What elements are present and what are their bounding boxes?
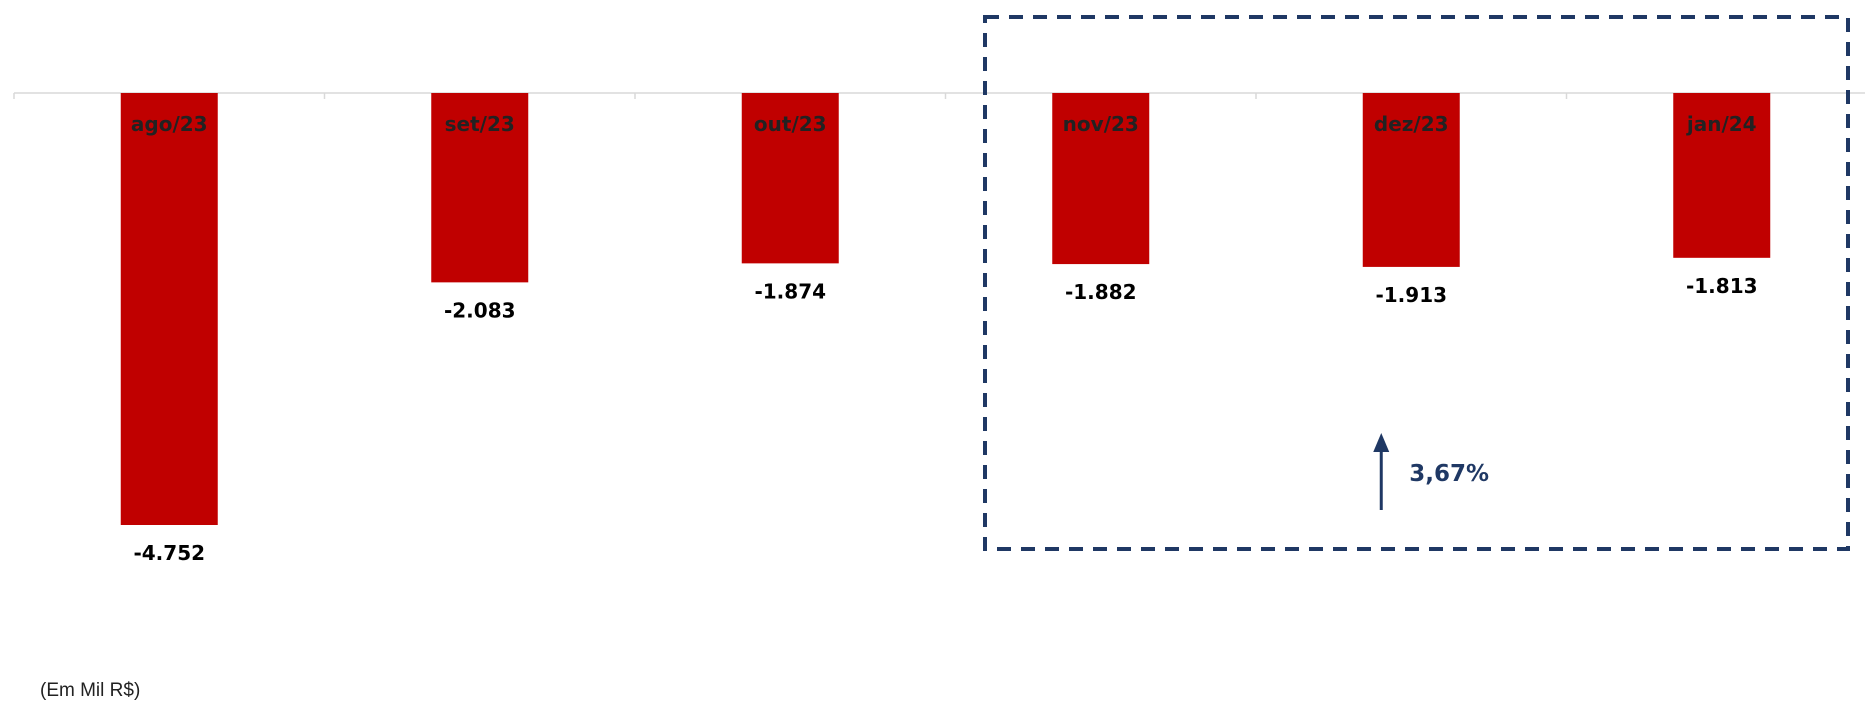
bar-jan-24 [1673, 93, 1771, 258]
bar-nov-23 [1052, 93, 1150, 265]
value-label: -1.882 [1065, 280, 1137, 304]
highlight-dashed-box [983, 15, 1850, 551]
value-label: -1.913 [1375, 283, 1447, 307]
category-label: dez/23 [1374, 112, 1449, 136]
bar-set-23 [431, 93, 529, 283]
change-percentage-label: 3,67% [1409, 461, 1489, 487]
bar-out-23 [741, 93, 839, 264]
arrow-head-icon [1373, 433, 1390, 452]
labels-layer: ago/23 -4.752 set/23 -2.083 out/23 -1.874 nov/… [131, 112, 1758, 565]
bars-layer [120, 93, 1771, 525]
bar-dez-23 [1362, 93, 1460, 267]
value-label: -2.083 [444, 298, 516, 322]
highlight-box: 3,67% [983, 15, 1850, 551]
bar-ago-23 [120, 93, 218, 525]
axis-layer [13, 92, 1865, 99]
category-label: ago/23 [131, 112, 208, 136]
category-label: jan/24 [1686, 112, 1757, 136]
value-label: -4.752 [133, 541, 205, 565]
value-label: -1.813 [1686, 274, 1758, 298]
value-label: -1.874 [754, 279, 826, 303]
category-label: set/23 [445, 112, 515, 136]
unit-note: (Em Mil R$) [40, 680, 141, 701]
category-label: nov/23 [1063, 112, 1139, 136]
category-label: out/23 [754, 112, 827, 136]
